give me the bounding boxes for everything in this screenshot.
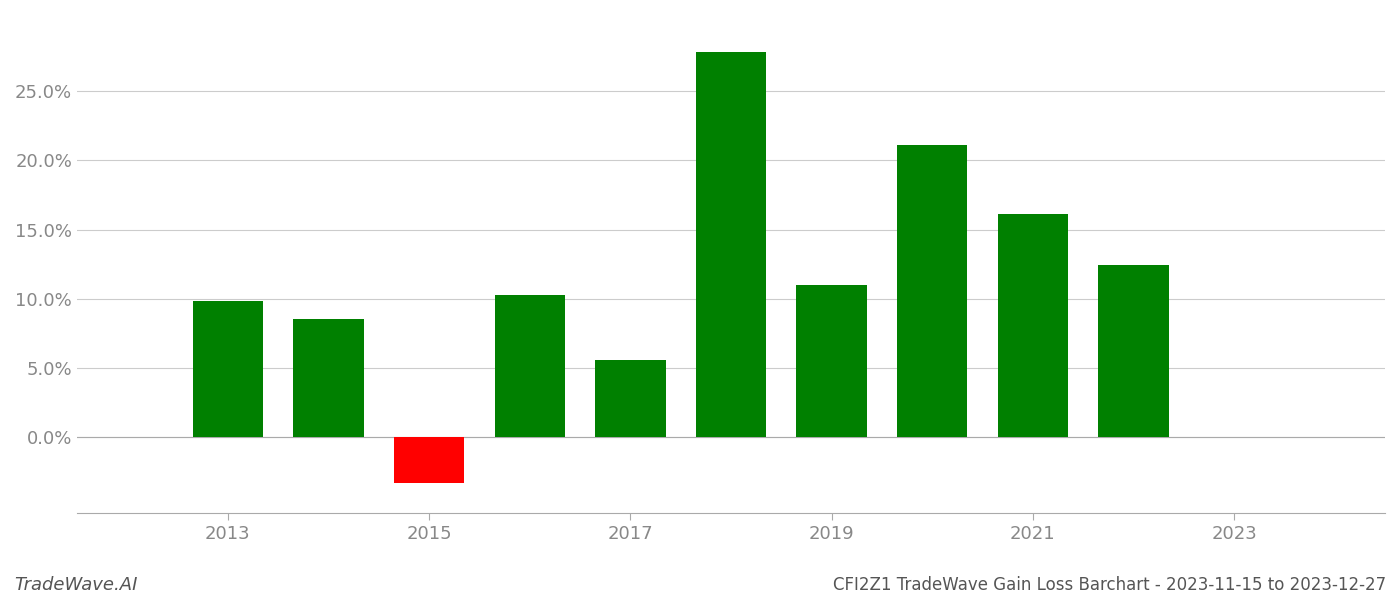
Bar: [1098, 265, 1169, 437]
Text: CFI2Z1 TradeWave Gain Loss Barchart - 2023-11-15 to 2023-12-27: CFI2Z1 TradeWave Gain Loss Barchart - 20…: [833, 576, 1386, 594]
Bar: [797, 285, 867, 437]
Bar: [294, 319, 364, 437]
Bar: [595, 359, 665, 437]
Bar: [998, 214, 1068, 437]
Bar: [494, 295, 566, 437]
Bar: [696, 52, 766, 437]
Bar: [193, 301, 263, 437]
Bar: [897, 145, 967, 437]
Bar: [393, 437, 465, 483]
Text: TradeWave.AI: TradeWave.AI: [14, 576, 137, 594]
